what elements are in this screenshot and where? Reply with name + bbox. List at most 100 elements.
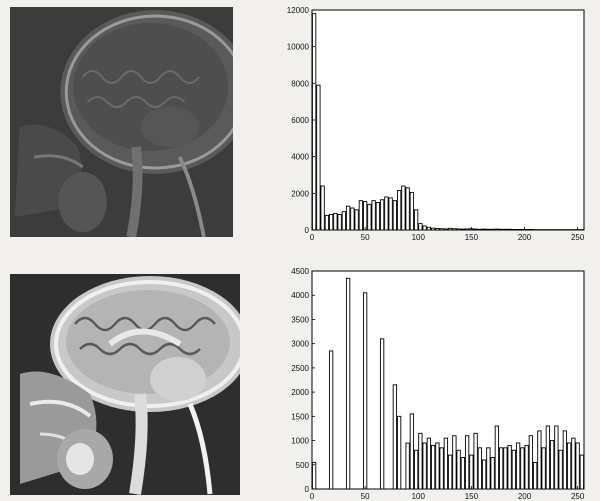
y-tick-label: 0 [305,226,310,235]
histogram-bar [392,200,398,231]
histogram-bar [456,449,461,490]
histogram-bar [422,225,427,231]
histogram-bar [435,442,440,490]
histogram-bar [362,292,368,490]
y-tick-label: 500 [296,461,310,470]
histogram-bar [333,213,338,231]
x-tick-label: 250 [571,492,585,501]
histogram-bar [579,454,585,490]
histogram-bar [447,227,453,231]
histogram-bar [477,228,483,231]
histogram-bar [311,461,317,490]
histogram-bar [413,449,419,490]
histogram-bar [439,228,444,231]
y-tick-label: 6000 [291,116,309,125]
histogram-bar [345,205,351,231]
histogram-bar [401,185,406,231]
mri-image-bottom [10,274,240,495]
histogram-bar [409,413,415,490]
histogram-bar [566,442,572,490]
histogram-bar [524,228,529,231]
y-tick-label: 10000 [287,43,310,52]
histogram-bar [388,197,393,231]
y-tick-label: 2000 [291,388,309,397]
histogram-bar [379,199,385,231]
histogram-bar [537,430,542,490]
histogram-bar [316,84,321,231]
histogram-bottom: 0 50 100 150 200 2500500100015002000250030003… [291,267,585,501]
histogram-bar [477,447,483,490]
histogram-bar [464,435,470,490]
histogram-bar [375,202,381,231]
histogram-bar [337,213,342,231]
histogram-bar [498,228,504,231]
histogram-bar [507,444,512,490]
histogram-bar [571,437,576,490]
histogram-bar [515,228,521,231]
histogram-bar [520,447,525,490]
x-tick-label: 150 [465,492,479,501]
histogram-bar [486,447,491,490]
histogram-bar [384,196,389,231]
y-tick-label: 8000 [291,79,309,88]
histogram-bar [481,459,487,490]
histogram-bar [443,437,449,490]
histogram-bar [460,228,466,231]
y-tick-label: 4000 [291,291,309,300]
x-tick-label: 200 [518,492,532,501]
histogram-bar [528,435,534,490]
histogram-bar [503,228,508,231]
histogram-bar [418,432,423,490]
histogram-bar [426,437,432,490]
x-tick-label: 0 [310,492,315,501]
histogram-bar [524,444,529,490]
y-tick-label: 4500 [291,267,309,276]
histogram-bar [473,432,478,490]
histogram-bar [392,384,398,490]
mri-image-top [10,7,233,237]
histogram-bar [362,201,368,231]
histogram-bar [486,228,491,231]
histogram-bar [418,223,423,231]
histogram-bar [367,203,372,231]
x-tick-label: 50 [361,233,370,242]
histogram-bar [396,190,402,231]
histogram-bar [379,338,385,490]
histogram-bar [422,442,427,490]
histogram-bar [558,449,563,490]
histogram-bar [430,444,436,490]
histogram-bar [507,228,512,231]
y-tick-label: 4000 [291,153,309,162]
histogram-bar [413,209,419,231]
histogram-bar [320,185,325,231]
histogram-bar [532,461,538,490]
histogram-bar [430,227,436,231]
histogram-bar [473,228,478,231]
histogram-bar [554,425,559,490]
histogram-bar [575,442,580,490]
x-tick-label: 100 [412,492,426,501]
histogram-bar [405,187,410,231]
y-tick-label: 1500 [291,412,309,421]
histogram-bar [511,228,517,231]
x-tick-label: 50 [361,492,370,501]
y-tick-label: 0 [305,485,310,494]
histogram-bar [490,228,495,231]
histogram-bar [435,228,440,231]
x-tick-label: 200 [518,233,532,242]
y-tick-label: 12000 [287,6,310,15]
y-tick-label: 1000 [291,437,309,446]
histogram-bar [354,209,359,231]
histogram-bar [452,435,457,490]
histogram-bar [311,13,317,231]
histogram-bar [503,447,508,490]
histogram-bar [481,228,487,231]
y-tick-label: 2000 [291,189,309,198]
histogram-bar [396,415,402,490]
histogram-bar [439,447,444,490]
histogram-bar [549,440,555,490]
histogram-bar [494,228,500,231]
histogram-bar [469,454,474,490]
y-tick-label: 3500 [291,315,309,324]
